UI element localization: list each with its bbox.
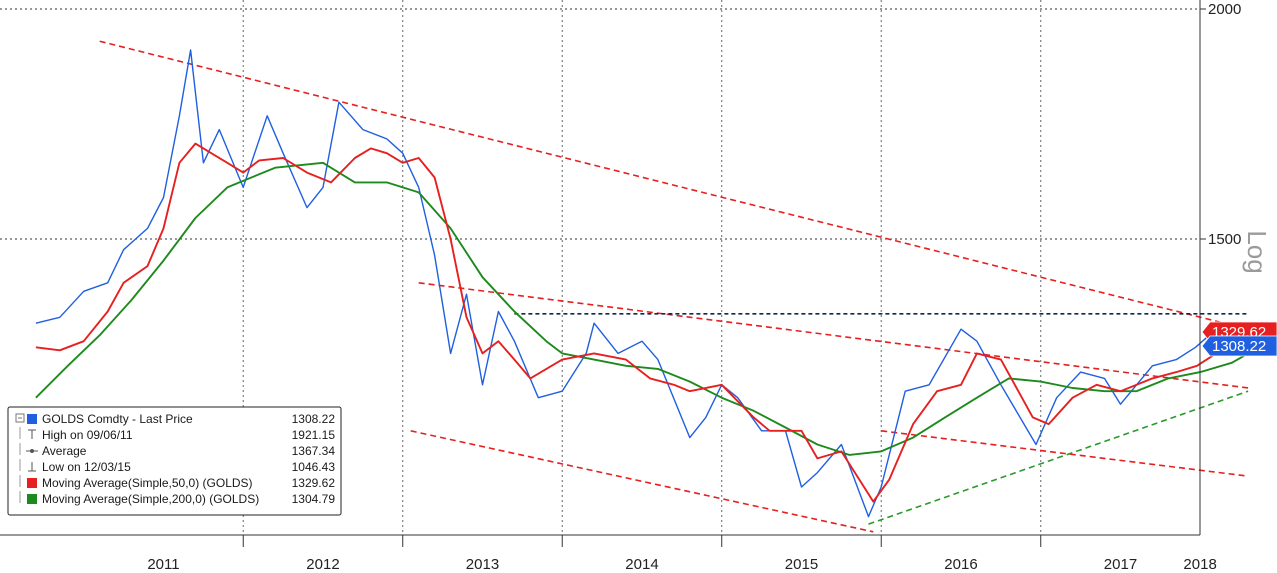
legend-label: Low on 12/03/15 xyxy=(42,460,131,474)
axes-group: Log xyxy=(0,0,1272,536)
green-legend-swatch xyxy=(27,494,37,504)
x-tick-label: 2015 xyxy=(785,556,818,573)
lower-channel-trendline xyxy=(881,430,1249,477)
legend-row: Moving Average(Simple,200,0) (GOLDS) 1304… xyxy=(19,491,336,506)
y-tick-label: 2000 xyxy=(1208,1,1241,18)
legend-row: High on 09/06/11 1921.15 xyxy=(19,427,336,442)
legend-label: Average xyxy=(42,444,87,458)
upper-channel-trendline xyxy=(99,40,1249,330)
legend-label: GOLDS Comdty - Last Price xyxy=(42,412,193,426)
x-tick-label: 2012 xyxy=(306,556,339,573)
high-marker-icon xyxy=(28,429,36,439)
legend-value: 1046.43 xyxy=(292,460,336,474)
low-marker-icon xyxy=(28,462,36,472)
legend-row: GOLDS Comdty - Last Price 1308.22 xyxy=(27,412,335,426)
x-tick-label: 2017 xyxy=(1104,556,1137,573)
x-tick-label: 2016 xyxy=(944,556,977,573)
ma200-series-line xyxy=(35,161,1249,456)
legend-value: 1308.22 xyxy=(292,412,336,426)
legend-value: 1304.79 xyxy=(292,492,336,506)
lower-outer-channel-trendline xyxy=(410,430,874,533)
x-tick-label: 2014 xyxy=(625,556,658,573)
average-marker-icon xyxy=(26,449,38,453)
legend-label: Moving Average(Simple,50,0) (GOLDS) xyxy=(42,476,253,490)
price-price-tag: 1308.22 xyxy=(1201,335,1277,357)
uptrend-support-trendline xyxy=(868,390,1249,525)
price-price-tag-text: 1308.22 xyxy=(1212,338,1266,355)
x-tick-label: 2013 xyxy=(466,556,499,573)
x-tick-label: 2018 xyxy=(1183,556,1216,573)
legend-box xyxy=(7,406,342,516)
legend-row: Low on 12/03/15 1046.43 xyxy=(19,459,336,474)
y-scale-label: Log xyxy=(1242,230,1272,273)
legend-label: Moving Average(Simple,200,0) (GOLDS) xyxy=(42,492,259,506)
legend-value: 1329.62 xyxy=(292,476,336,490)
legend-row: Moving Average(Simple,50,0) (GOLDS) 1329.… xyxy=(19,475,336,490)
tick-group: 2011 2012 2013 2014 2015 2016 2017 2018 1500 2000 xyxy=(147,1,1241,573)
y-tick-label: 1500 xyxy=(1208,231,1241,248)
price-series-line xyxy=(35,49,1249,518)
series-group xyxy=(35,49,1249,518)
ma50-series-line xyxy=(35,142,1249,503)
trendline-group xyxy=(99,40,1249,533)
legend-label: High on 09/06/11 xyxy=(42,428,133,442)
x-tick-label: 2011 xyxy=(147,556,179,573)
legend-row: Average 1367.34 xyxy=(19,443,336,458)
legend-value: 1921.15 xyxy=(292,428,336,442)
legend-value: 1367.34 xyxy=(292,444,336,458)
red-legend-swatch xyxy=(27,478,37,488)
blue-legend-swatch xyxy=(27,414,37,424)
